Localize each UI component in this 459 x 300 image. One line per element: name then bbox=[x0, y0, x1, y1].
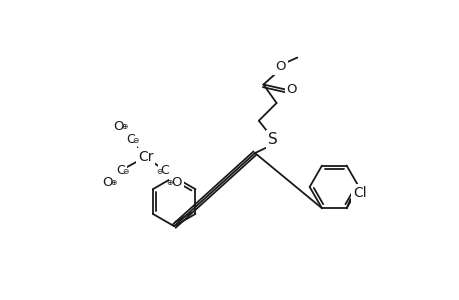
Text: O: O bbox=[286, 83, 297, 96]
Text: O: O bbox=[171, 176, 181, 189]
Text: Cr: Cr bbox=[138, 150, 153, 164]
Text: ⊕: ⊕ bbox=[122, 122, 128, 131]
Text: C: C bbox=[160, 164, 169, 177]
Text: O: O bbox=[102, 176, 112, 189]
Text: O: O bbox=[274, 60, 285, 73]
Text: ⊖: ⊖ bbox=[156, 167, 162, 176]
Text: ⊕: ⊕ bbox=[166, 178, 172, 187]
Text: O: O bbox=[113, 120, 123, 134]
Text: Cl: Cl bbox=[352, 186, 366, 200]
Text: S: S bbox=[267, 132, 277, 147]
Text: ⊖: ⊖ bbox=[132, 136, 139, 145]
Text: C: C bbox=[116, 164, 124, 177]
Text: ⊖: ⊖ bbox=[122, 167, 129, 176]
Text: C: C bbox=[126, 134, 134, 146]
Text: ⊕: ⊕ bbox=[110, 178, 116, 187]
